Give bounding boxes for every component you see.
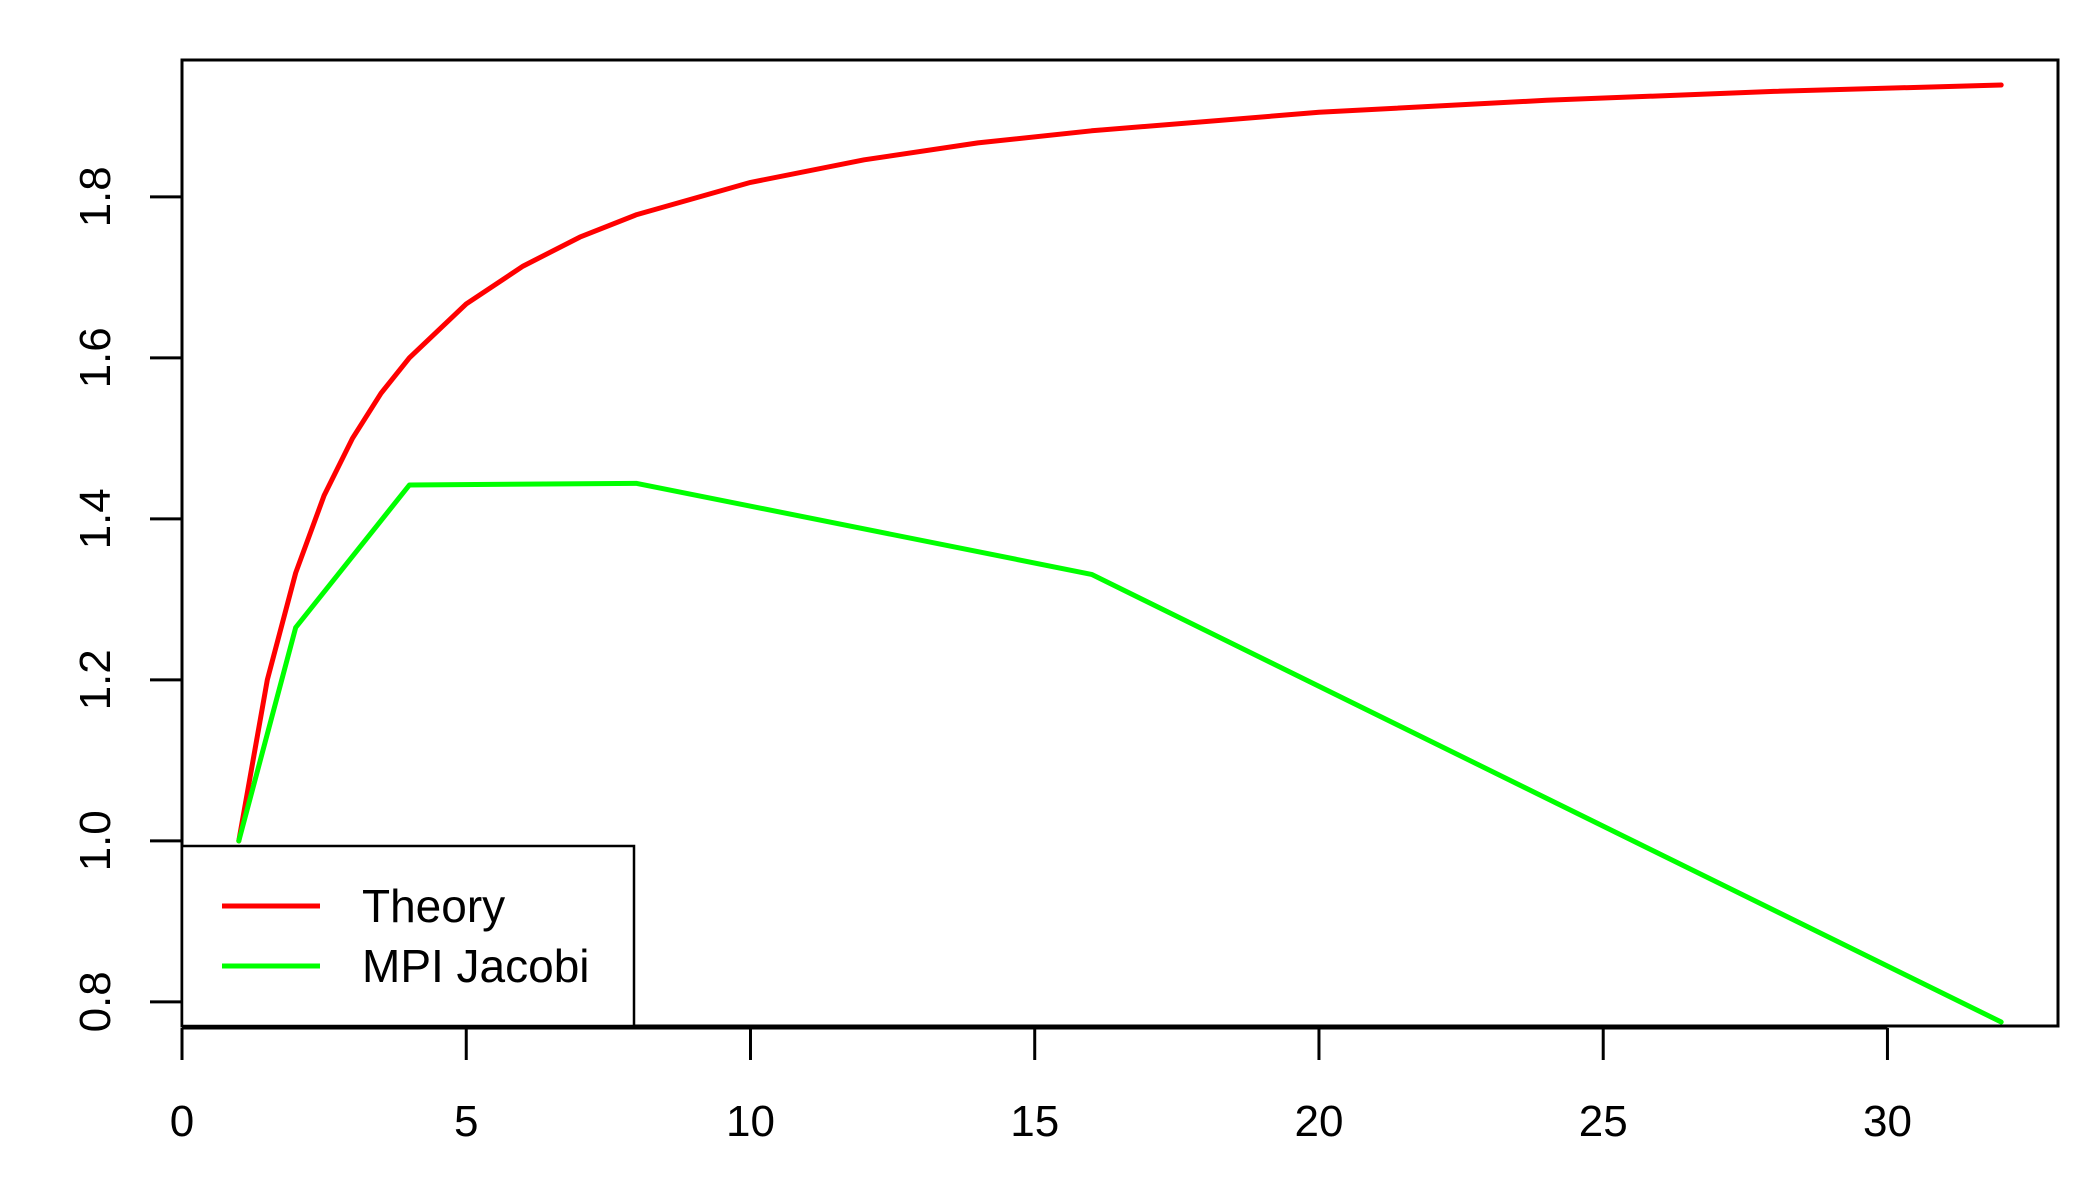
y-tick-label: 1.6 xyxy=(71,327,120,388)
x-tick-label: 5 xyxy=(454,1097,478,1146)
y-tick-label: 0.8 xyxy=(71,971,120,1032)
x-tick-label: 25 xyxy=(1579,1097,1628,1146)
y-tick-label: 1.4 xyxy=(71,488,120,549)
x-tick-label: 30 xyxy=(1863,1097,1912,1146)
legend-label-mpi-jacobi: MPI Jacobi xyxy=(362,940,590,992)
legend: Theory MPI Jacobi xyxy=(180,844,636,1028)
x-tick-label: 0 xyxy=(170,1097,194,1146)
series-line-theory xyxy=(236,82,2004,844)
legend-label-theory: Theory xyxy=(362,880,505,932)
x-tick-label: 10 xyxy=(726,1097,775,1146)
y-tick-label: 1.2 xyxy=(71,649,120,710)
x-tick-label: 15 xyxy=(1010,1097,1059,1146)
series-line-mpi-jacobi xyxy=(236,480,2004,1025)
x-tick-label: 20 xyxy=(1294,1097,1343,1146)
x-axis: 0 5 10 15 20 25 30 xyxy=(170,1026,1912,1146)
y-axis: 0.8 1.0 1.2 1.4 1.6 1.8 xyxy=(71,166,184,1032)
y-tick-label: 1.0 xyxy=(71,810,120,871)
series-layer xyxy=(236,82,2004,1025)
y-tick-label: 1.8 xyxy=(71,166,120,227)
legend-box xyxy=(180,844,636,1028)
